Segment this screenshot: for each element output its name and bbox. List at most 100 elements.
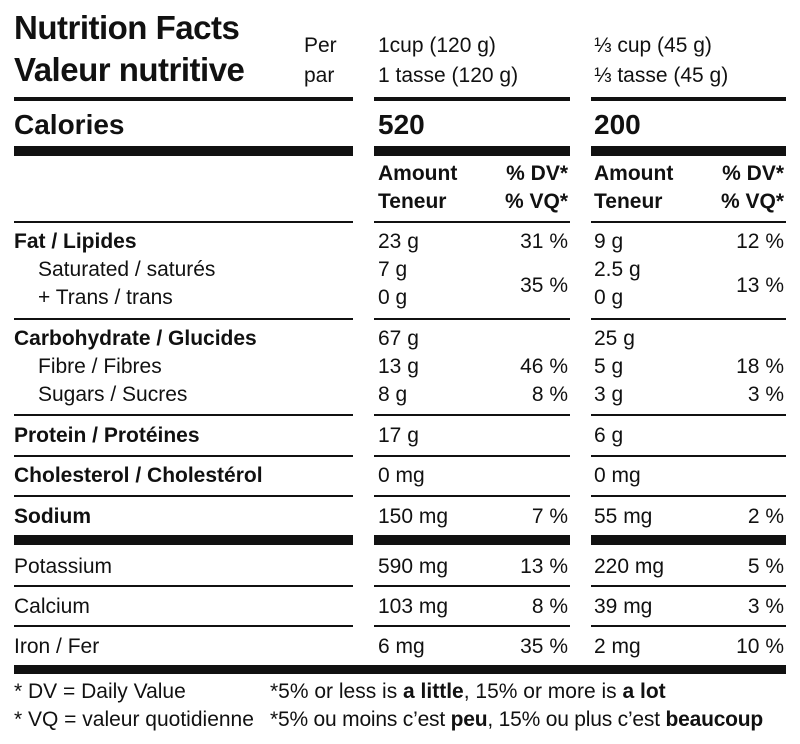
per-label-fr: par bbox=[304, 64, 335, 87]
guide-fr-prefix: *5% ou moins c’est bbox=[270, 708, 451, 731]
fat-col2-amount: 9 g bbox=[594, 230, 624, 253]
calories-col2: 200 bbox=[594, 109, 641, 140]
sodium-col1-dv: 7 % bbox=[531, 505, 568, 528]
guide-en-mid: , 15% or more is bbox=[463, 680, 623, 703]
sodium-col1-amount: 150 mg bbox=[378, 505, 449, 528]
guide-fr-mid: , 15% ou plus c’est bbox=[487, 708, 666, 731]
sugars-col2-amount: 3 g bbox=[594, 383, 624, 406]
serving-col2-fr: ⅓ tasse (45 g) bbox=[594, 64, 729, 87]
footnote-guide-fr: *5% ou moins c’est peu, 15% ou plus c’es… bbox=[270, 708, 763, 732]
divider-thin bbox=[591, 221, 786, 223]
divider-thin bbox=[591, 455, 786, 457]
guide-en-prefix: *5% or less is bbox=[270, 680, 404, 703]
fat-label: Fat / Lipides bbox=[14, 230, 137, 253]
divider-thin bbox=[374, 585, 570, 587]
carbohydrate-col2-amount: 25 g bbox=[594, 327, 635, 350]
divider-thin bbox=[14, 455, 353, 457]
divider-thin bbox=[374, 455, 570, 457]
protein-label: Protein / Protéines bbox=[14, 424, 200, 447]
guide-fr-peu: peu bbox=[450, 708, 488, 731]
col1-amount-fr: Teneur bbox=[378, 190, 447, 213]
calcium-col1-amount: 103 mg bbox=[378, 595, 449, 618]
footnote-vq-definition: * VQ = valeur quotidienne bbox=[14, 708, 254, 731]
iron-col2-amount: 2 mg bbox=[594, 635, 641, 658]
cholesterol-col2-amount: 0 mg bbox=[594, 464, 641, 487]
divider-thin bbox=[374, 221, 570, 223]
fibre-label: Fibre / Fibres bbox=[38, 355, 162, 378]
divider-thin bbox=[14, 495, 353, 497]
fat-col1-dv: 31 % bbox=[520, 230, 568, 253]
potassium-col1-amount: 590 mg bbox=[378, 555, 449, 578]
calcium-col2-amount: 39 mg bbox=[594, 595, 653, 618]
carbohydrate-label: Carbohydrate / Glucides bbox=[14, 327, 257, 350]
potassium-col2-amount: 220 mg bbox=[594, 555, 665, 578]
title-fr: Valeur nutritive bbox=[14, 51, 245, 88]
footnote-guide-en: *5% or less is a little, 15% or more is … bbox=[270, 680, 666, 704]
divider-thin bbox=[14, 625, 353, 627]
serving-col1-en: 1cup (120 g) bbox=[378, 34, 496, 57]
per-label-en: Per bbox=[304, 34, 337, 57]
iron-label: Iron / Fer bbox=[14, 635, 100, 658]
divider-thick bbox=[374, 97, 570, 101]
potassium-col2-dv: 5 % bbox=[747, 555, 784, 578]
potassium-col1-dv: 13 % bbox=[520, 555, 568, 578]
carbohydrate-col1-amount: 67 g bbox=[378, 327, 419, 350]
calories-col1: 520 bbox=[378, 109, 425, 140]
col2-dv-en: % DV* bbox=[722, 162, 784, 185]
divider-thin bbox=[591, 414, 786, 416]
fibre-col1-dv: 46 % bbox=[520, 355, 568, 378]
guide-fr-beaucoup: beaucoup bbox=[665, 708, 764, 731]
fat-col2-dv: 12 % bbox=[736, 230, 784, 253]
fibre-col2-amount: 5 g bbox=[594, 355, 624, 378]
divider-thin bbox=[374, 318, 570, 320]
col2-vq-fr: % VQ* bbox=[720, 190, 784, 213]
divider-thin bbox=[14, 585, 353, 587]
trans-col1-amount: 0 g bbox=[378, 286, 408, 309]
calcium-col1-dv: 8 % bbox=[531, 595, 568, 618]
divider-thin bbox=[591, 585, 786, 587]
protein-col1-amount: 17 g bbox=[378, 424, 419, 447]
divider-heavy bbox=[374, 146, 570, 156]
divider-thin bbox=[374, 625, 570, 627]
col1-amount-en: Amount bbox=[378, 162, 458, 185]
iron-col1-amount: 6 mg bbox=[378, 635, 425, 658]
cholesterol-col1-amount: 0 mg bbox=[378, 464, 425, 487]
divider-thin bbox=[14, 318, 353, 320]
calcium-col2-dv: 3 % bbox=[747, 595, 784, 618]
calories-label: Calories bbox=[14, 109, 125, 140]
sugars-col1-amount: 8 g bbox=[378, 383, 408, 406]
sodium-label: Sodium bbox=[14, 505, 91, 528]
calcium-label: Calcium bbox=[14, 595, 90, 618]
sodium-col2-amount: 55 mg bbox=[594, 505, 653, 528]
fibre-col1-amount: 13 g bbox=[378, 355, 419, 378]
divider-heavy bbox=[14, 535, 353, 545]
fat-col1-amount: 23 g bbox=[378, 230, 419, 253]
saturated-col1-amount: 7 g bbox=[378, 258, 408, 281]
divider-thin bbox=[374, 495, 570, 497]
fibre-col2-dv: 18 % bbox=[736, 355, 784, 378]
cholesterol-label: Cholesterol / Cholestérol bbox=[14, 464, 263, 487]
col1-vq-fr: % VQ* bbox=[504, 190, 568, 213]
sat-trans-col1-dv: 35 % bbox=[520, 274, 568, 297]
sat-trans-col2-dv: 13 % bbox=[736, 274, 784, 297]
col2-amount-fr: Teneur bbox=[594, 190, 663, 213]
iron-col1-dv: 35 % bbox=[520, 635, 568, 658]
divider-heavy bbox=[374, 535, 570, 545]
trans-col2-amount: 0 g bbox=[594, 286, 624, 309]
sugars-col2-dv: 3 % bbox=[747, 383, 784, 406]
guide-en-lot: a lot bbox=[622, 680, 666, 703]
trans-label: + Trans / trans bbox=[38, 286, 173, 309]
divider-thin bbox=[591, 318, 786, 320]
iron-col2-dv: 10 % bbox=[736, 635, 784, 658]
protein-col2-amount: 6 g bbox=[594, 424, 624, 447]
divider-heavy bbox=[14, 146, 353, 156]
divider-heavy-full bbox=[14, 665, 786, 674]
divider-heavy bbox=[591, 535, 786, 545]
divider-thin bbox=[14, 221, 353, 223]
serving-col2-en: ⅓ cup (45 g) bbox=[594, 34, 712, 57]
divider-heavy bbox=[591, 146, 786, 156]
saturated-col2-amount: 2.5 g bbox=[594, 258, 641, 281]
divider-thin bbox=[591, 495, 786, 497]
col1-dv-en: % DV* bbox=[506, 162, 568, 185]
footnote-dv-definition: * DV = Daily Value bbox=[14, 680, 186, 703]
